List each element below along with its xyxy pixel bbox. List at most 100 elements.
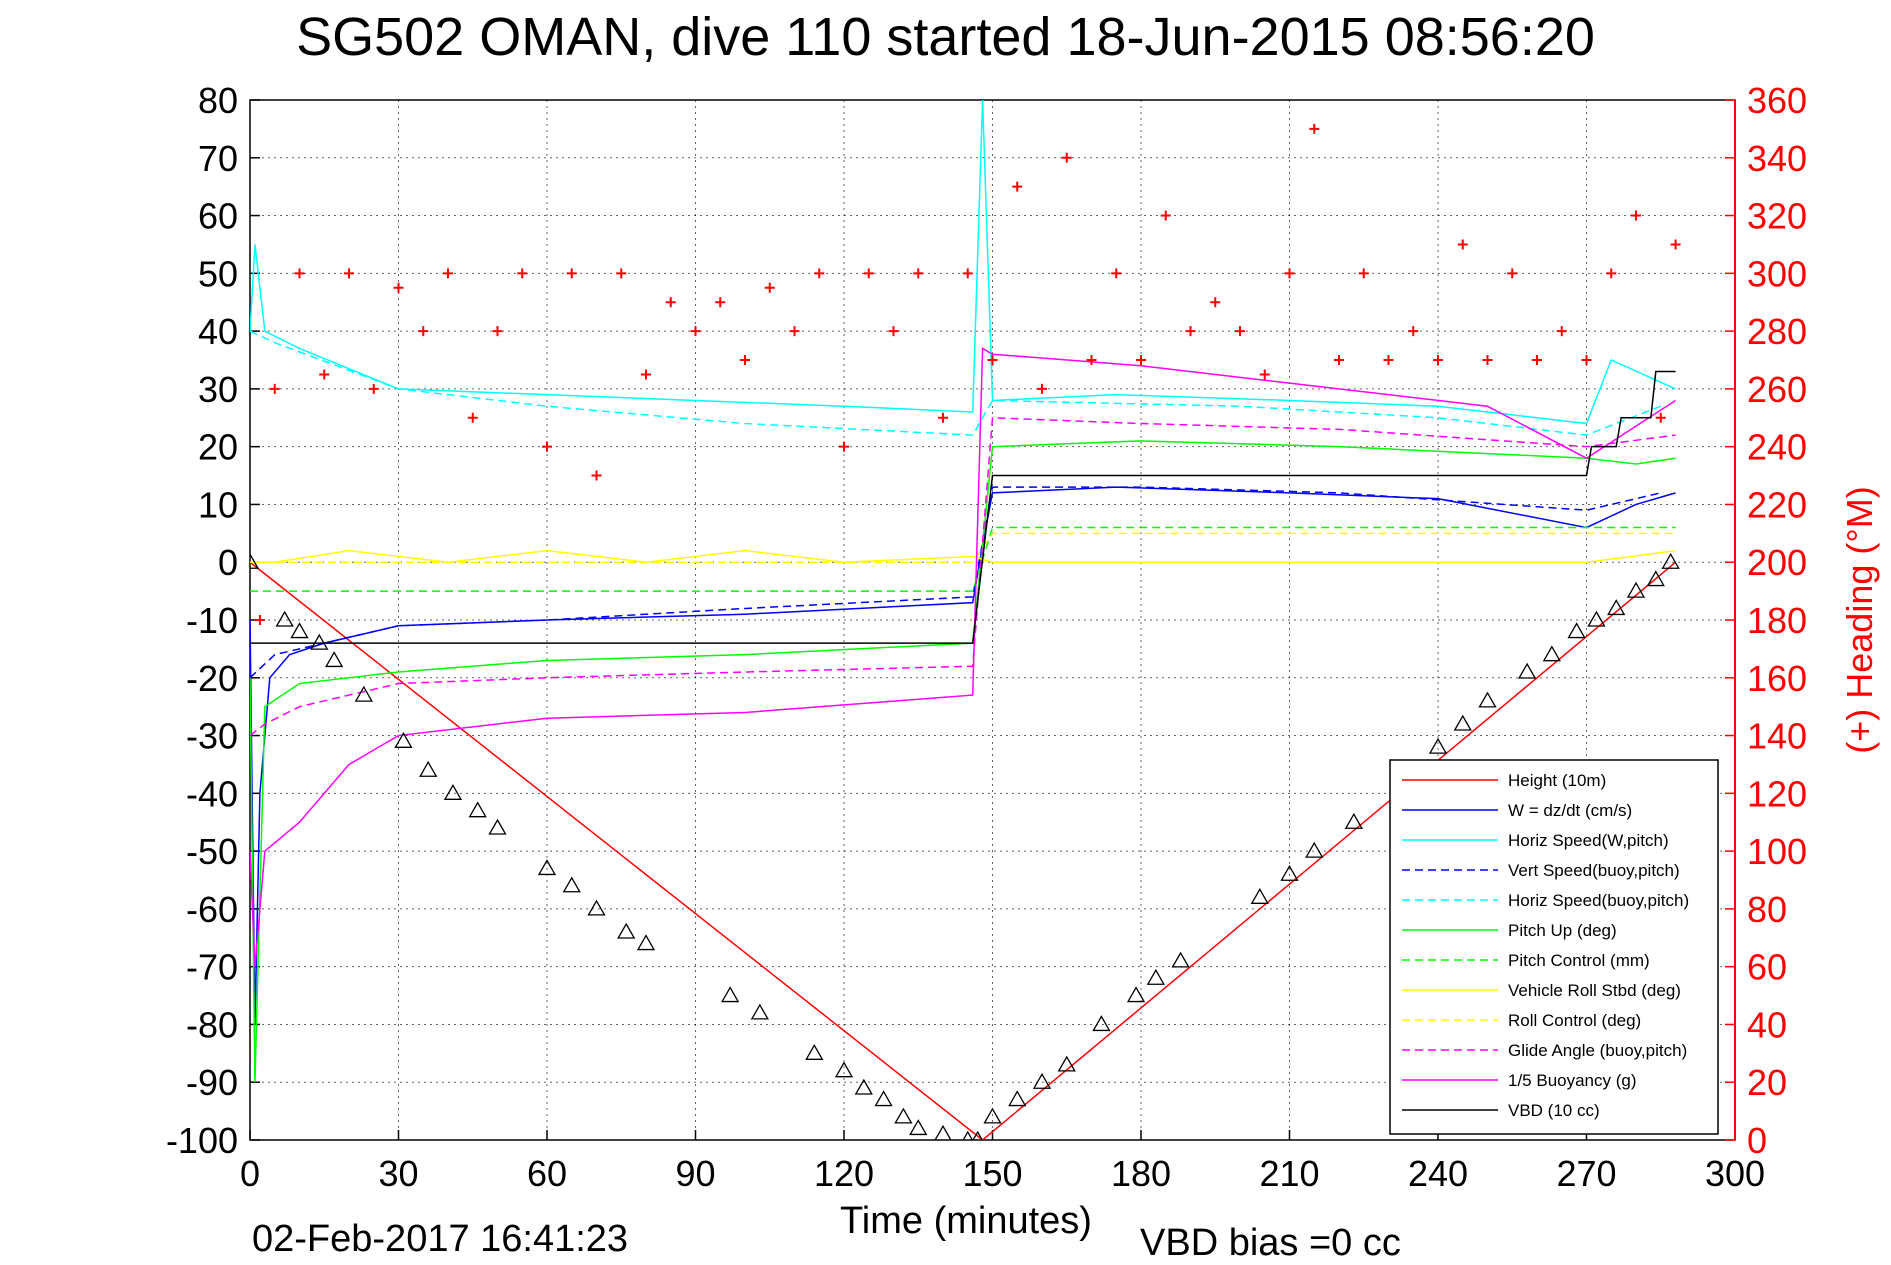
heading-marker bbox=[987, 355, 998, 365]
depth-marker bbox=[617, 922, 636, 939]
x-tick-label: 60 bbox=[527, 1153, 567, 1194]
legend-label: Vehicle Roll Stbd (deg) bbox=[1508, 981, 1681, 1000]
heading-marker bbox=[665, 297, 676, 308]
depth-marker bbox=[250, 552, 260, 569]
right-y-tick-label: 340 bbox=[1747, 138, 1807, 179]
depth-marker bbox=[275, 610, 294, 627]
heading-marker bbox=[1037, 383, 1047, 394]
right-y-tick-label: 0 bbox=[1747, 1120, 1767, 1161]
depth-marker bbox=[587, 899, 606, 916]
x-tick-label: 240 bbox=[1408, 1153, 1468, 1194]
right-y-tick-label: 140 bbox=[1747, 716, 1807, 757]
chart-title: SG502 OMAN, dive 110 started 18-Jun-2015… bbox=[296, 7, 1595, 67]
depth-marker bbox=[1171, 951, 1190, 968]
heading-marker bbox=[616, 268, 627, 279]
depth-marker bbox=[962, 1130, 974, 1140]
heading-marker bbox=[1309, 123, 1320, 134]
heading-marker bbox=[1185, 326, 1196, 337]
right-y-tick-label: 20 bbox=[1747, 1062, 1787, 1103]
depth-marker bbox=[934, 1124, 952, 1140]
right-y-tick-label: 320 bbox=[1747, 196, 1807, 237]
depth-marker bbox=[468, 801, 487, 818]
depth-marker bbox=[394, 732, 413, 748]
heading-marker bbox=[492, 326, 503, 337]
series-line bbox=[250, 417, 1676, 737]
x-tick-label: 0 bbox=[240, 1153, 260, 1194]
heading-marker bbox=[467, 412, 478, 423]
depth-marker bbox=[1478, 691, 1497, 708]
depth-marker bbox=[354, 685, 373, 702]
depth-marker bbox=[1646, 570, 1665, 587]
depth-marker bbox=[1250, 888, 1269, 904]
depth-marker bbox=[1428, 737, 1448, 754]
x-tick-label: 300 bbox=[1705, 1153, 1765, 1194]
legend-label: Height (10m) bbox=[1508, 771, 1606, 790]
depth-marker bbox=[1032, 1072, 1052, 1089]
right-y-tick-label: 120 bbox=[1747, 773, 1807, 814]
heading-marker bbox=[591, 470, 602, 481]
right-y-tick-label: 260 bbox=[1747, 369, 1807, 410]
depth-marker bbox=[1517, 662, 1537, 679]
heading-marker bbox=[1111, 268, 1122, 279]
heading-marker bbox=[863, 268, 874, 279]
legend-label: Glide Angle (buoy,pitch) bbox=[1508, 1041, 1687, 1060]
series-line bbox=[250, 330, 1662, 436]
y-tick-label: -50 bbox=[186, 831, 238, 872]
y-tick-label: 40 bbox=[198, 311, 238, 352]
right-y-tick-label: 100 bbox=[1747, 831, 1807, 872]
heading-marker bbox=[1457, 239, 1468, 250]
depth-marker bbox=[805, 1044, 824, 1060]
legend-label: Roll Control (deg) bbox=[1508, 1011, 1641, 1030]
heading-marker bbox=[368, 383, 379, 394]
heading-marker bbox=[319, 369, 330, 380]
heading-marker bbox=[1259, 369, 1270, 380]
heading-marker bbox=[566, 268, 577, 279]
depth-marker bbox=[1008, 1090, 1027, 1107]
heading-marker bbox=[1061, 152, 1072, 163]
depth-marker bbox=[834, 1061, 854, 1078]
heading-marker bbox=[294, 268, 305, 279]
depth-marker bbox=[1567, 622, 1586, 639]
legend-label: Pitch Up (deg) bbox=[1508, 921, 1617, 940]
heading-marker bbox=[641, 369, 651, 380]
depth-marker bbox=[1587, 610, 1606, 627]
heading-marker bbox=[254, 615, 265, 625]
legend-label: Horiz Speed(buoy,pitch) bbox=[1508, 891, 1689, 910]
x-tick-label: 150 bbox=[962, 1153, 1022, 1194]
legend-box bbox=[1389, 759, 1719, 1135]
heading-marker bbox=[715, 297, 726, 308]
heading-marker bbox=[814, 268, 825, 279]
depth-marker bbox=[537, 859, 557, 876]
right-y-tick-label: 80 bbox=[1747, 889, 1787, 930]
heading-marker bbox=[542, 441, 552, 452]
legend-label: Vert Speed(buoy,pitch) bbox=[1508, 861, 1680, 880]
right-y-tick-label: 200 bbox=[1747, 542, 1807, 583]
right-y-tick-label: 300 bbox=[1747, 253, 1807, 294]
depth-marker bbox=[1305, 841, 1324, 858]
y-tick-label: -60 bbox=[186, 889, 238, 930]
heading-marker bbox=[1284, 268, 1295, 279]
heading-marker bbox=[1334, 355, 1344, 365]
depth-marker bbox=[1146, 968, 1165, 985]
depth-marker bbox=[443, 784, 463, 800]
heading-marker bbox=[913, 268, 924, 279]
depth-marker bbox=[1453, 714, 1472, 731]
heading-marker bbox=[1408, 326, 1419, 337]
heading-marker bbox=[1482, 355, 1493, 365]
depth-marker bbox=[721, 986, 740, 1003]
series-line bbox=[250, 486, 1676, 1025]
depth-marker bbox=[1626, 581, 1646, 598]
right-y-tick-label: 240 bbox=[1747, 427, 1807, 468]
heading-marker bbox=[443, 268, 453, 279]
depth-marker bbox=[1607, 599, 1626, 616]
heading-marker bbox=[839, 441, 849, 452]
depth-marker bbox=[310, 633, 329, 650]
y-tick-label: -90 bbox=[186, 1062, 238, 1103]
y-tick-label: 80 bbox=[198, 80, 238, 121]
y-tick-label: -100 bbox=[166, 1120, 238, 1161]
depth-marker bbox=[854, 1078, 873, 1095]
heading-marker bbox=[1532, 355, 1542, 365]
y-tick-label: 20 bbox=[198, 427, 238, 468]
series-line bbox=[250, 549, 1676, 563]
heading-marker bbox=[1507, 268, 1518, 279]
